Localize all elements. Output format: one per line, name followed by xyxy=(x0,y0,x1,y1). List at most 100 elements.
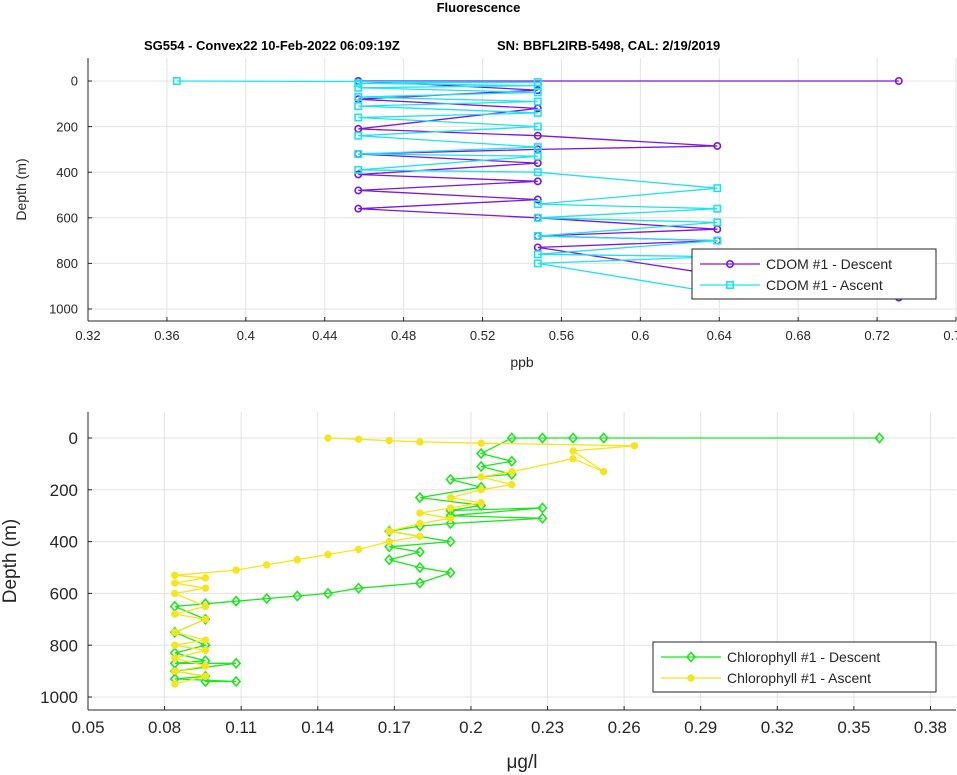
data-point xyxy=(533,152,542,161)
x-tick-label: 0.52 xyxy=(470,328,495,343)
data-point xyxy=(354,83,363,92)
x-tick-label: 0.17 xyxy=(378,718,411,737)
data-point xyxy=(687,674,695,682)
legend-label: Chlorophyll #1 - Descent xyxy=(727,649,880,665)
data-point xyxy=(324,550,332,559)
data-point xyxy=(171,579,179,587)
data-point xyxy=(293,556,302,564)
data-point xyxy=(354,102,363,111)
data-point xyxy=(354,165,363,174)
legend-box xyxy=(691,248,937,300)
series-line xyxy=(358,80,899,299)
data-point xyxy=(263,561,271,569)
figure-title: Fluorescence xyxy=(436,0,521,15)
data-point xyxy=(598,432,609,444)
data-point xyxy=(533,108,542,117)
data-point xyxy=(201,646,210,655)
x-tick-label: 0.32 xyxy=(761,718,794,737)
data-point xyxy=(231,595,242,607)
data-point xyxy=(172,77,181,86)
data-point xyxy=(414,577,425,589)
data-point xyxy=(171,571,179,579)
data-point xyxy=(354,79,363,88)
data-point xyxy=(630,442,639,450)
data-point xyxy=(445,473,456,486)
data-point xyxy=(354,204,363,213)
data-point xyxy=(416,438,424,446)
data-point xyxy=(384,554,395,566)
y-tick-label: 600 xyxy=(56,210,78,225)
x-tick-label: 0.14 xyxy=(301,718,334,737)
data-point xyxy=(533,168,542,177)
data-point xyxy=(476,460,487,473)
data-point xyxy=(725,280,734,289)
data-point xyxy=(416,532,424,541)
data-point xyxy=(414,546,425,558)
x-tick-label: 0.32 xyxy=(75,328,100,343)
data-point xyxy=(385,527,393,535)
data-point xyxy=(446,504,455,512)
legend-label: CDOM #1 - Descent xyxy=(766,256,892,272)
y-tick-label: 800 xyxy=(56,256,78,271)
x-tick-label: 0.36 xyxy=(154,328,179,343)
data-point xyxy=(506,455,517,468)
y-tick-label: 1000 xyxy=(40,688,78,707)
x-tick-label: 0.11 xyxy=(225,718,257,737)
data-point xyxy=(200,675,211,688)
y-tick-label: 400 xyxy=(50,533,78,552)
y-axis-label: Depth (m) xyxy=(13,158,29,220)
x-tick-label: 0.26 xyxy=(608,718,641,737)
x-tick-label: 0.29 xyxy=(684,718,717,737)
figure-subtitle-right: SN: BBFL2IRB-5498, CAL: 2/19/2019 xyxy=(497,38,721,53)
figure-subtitle-left: SG554 - Convex22 10-Feb-2022 06:09:19Z xyxy=(144,38,400,53)
data-point xyxy=(533,177,542,186)
data-point xyxy=(508,467,516,476)
data-point xyxy=(201,574,210,582)
data-point xyxy=(533,195,542,204)
x-tick-label: 0.48 xyxy=(391,328,416,343)
x-tick-label: 0.56 xyxy=(549,328,574,343)
data-point xyxy=(171,610,179,618)
series-layer xyxy=(169,432,885,688)
x-tick-label: 0.4 xyxy=(237,328,255,343)
data-point xyxy=(533,97,542,106)
data-point xyxy=(354,435,363,443)
y-axis-label: Depth (m) xyxy=(0,519,21,603)
data-point xyxy=(533,143,542,152)
data-point xyxy=(508,480,516,489)
data-point xyxy=(713,236,722,245)
data-point xyxy=(446,493,455,502)
data-point xyxy=(533,131,542,140)
data-point xyxy=(171,667,179,675)
legend-label: CDOM #1 - Ascent xyxy=(766,277,883,293)
x-tick-label: 0.76 xyxy=(943,328,957,343)
data-point xyxy=(385,436,393,445)
legend-box xyxy=(652,641,937,693)
data-point xyxy=(569,455,577,463)
y-tick-label: 800 xyxy=(50,636,78,655)
data-point xyxy=(324,434,332,442)
data-point xyxy=(713,204,722,213)
y-tick-label: 0 xyxy=(71,74,78,89)
data-point xyxy=(445,535,456,548)
data-point xyxy=(171,589,179,598)
data-point xyxy=(353,582,364,594)
x-tick-label: 0.35 xyxy=(837,718,870,737)
data-point xyxy=(713,218,722,227)
data-point xyxy=(201,602,210,611)
data-point xyxy=(445,566,456,579)
y-tick-label: 400 xyxy=(56,165,78,180)
data-point xyxy=(201,662,210,670)
data-point xyxy=(354,545,363,554)
data-point xyxy=(354,131,363,140)
data-point xyxy=(354,149,363,158)
y-tick-label: 200 xyxy=(56,119,78,134)
data-point xyxy=(322,587,334,600)
data-point xyxy=(232,566,240,574)
data-point xyxy=(416,519,424,528)
y-tick-label: 600 xyxy=(50,585,78,604)
data-point xyxy=(171,628,179,636)
y-tick-label: 200 xyxy=(50,481,78,500)
data-point xyxy=(354,170,363,179)
legend-label: Chlorophyll #1 - Ascent xyxy=(727,670,871,686)
